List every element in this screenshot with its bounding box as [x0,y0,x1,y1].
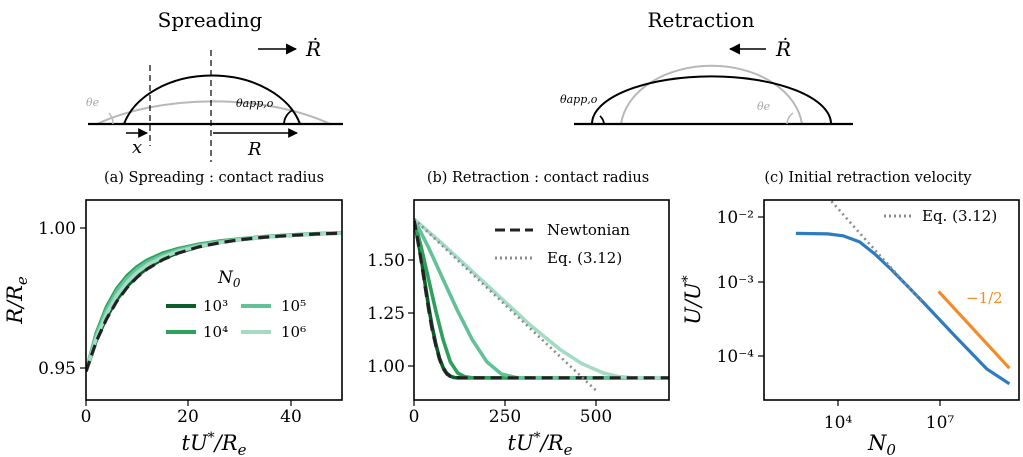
drop-cap [123,74,301,125]
panel-b-frame [413,199,670,401]
theta-e-label: θe [86,96,100,109]
drop-cap [591,75,832,125]
spreading-title: Spreading [158,8,263,32]
legend-label-eq: Eq. (3.12) [547,249,622,267]
panel-a-xlabel: tU*/Re [182,430,247,457]
panel-a-xtick-1: 20 [177,407,199,427]
theta-e-arc [108,112,114,125]
panel-c-ytick-0: 10⁻⁴ [717,347,755,367]
panel-b-plot [414,217,669,392]
legend-label-eq: Eq. (3.12) [922,207,997,225]
legend-label-1e5: 10⁵ [281,297,306,315]
panel-c-title: (c) Initial retraction velocity [764,170,972,186]
spreading-schematic: Spreading Ṙ x R θe θapp,o [86,8,343,162]
legend-label-1e3: 10³ [203,297,228,315]
c-plot-series-eq-3-12 [828,200,925,305]
theta-app-label: θapp,o [560,93,598,106]
b-plot-series-newtonian [414,218,669,380]
theta-e-label: θe [757,100,771,113]
b-plot-series-n1e6 [414,217,669,380]
panel-a-frame [85,199,343,401]
theta-app-arc [283,109,294,125]
panel-c-plot [795,200,1011,386]
spreading-velocity-label: Ṙ [305,37,321,61]
panel-b-xlabel: tU*/Re [508,430,573,457]
panel-a-ylabel: R/Re [3,276,31,325]
panel-a-xtick-2: 40 [280,407,302,427]
retraction-schematic: Retraction Ṙ θapp,o θe [560,8,853,126]
panel-b-xtick-1: 250 [489,407,521,427]
c-plot-series-velocity [795,231,1011,386]
legend-label-1e6: 10⁶ [281,323,306,341]
legend-label-newtonian: Newtonian [547,221,630,239]
equilibrium-cap [96,100,331,125]
b-plot-series-n1e5 [414,218,669,380]
panel-c-ylabel: U/U* [680,275,705,324]
equilibrium-cap [620,64,803,125]
c-plot-series-slope [937,290,1011,370]
panel-b-ytick-2: 1.50 [367,251,405,271]
x-label: x [132,137,142,158]
panel-a-ytick-0: 0.95 [38,359,76,379]
r-label: R [247,139,262,160]
slope-annotation: −1/2 [966,289,1003,307]
panel-b-title: (b) Retraction : contact radius [427,170,649,186]
panel-a-ytick-1: 1.00 [38,219,76,239]
panel-b-xtick-0: 0 [409,407,420,427]
panel-b-ytick-1: 1.25 [367,304,405,324]
panel-a-plot [86,231,342,372]
panel-a: (a) Spreading : contact radius 0 20 40 0… [3,170,343,457]
theta-app-label: θapp,o [236,97,274,110]
theta-app-arc [599,115,605,125]
panel-b-ytick-0: 1.00 [367,357,405,377]
panel-b-xtick-2: 500 [580,407,612,427]
panel-c-xtick-1: 10⁷ [926,413,955,433]
panel-c-xlabel: N0 [867,431,896,457]
panel-c-ytick-2: 10⁻² [717,208,754,228]
legend-title: N0 [217,268,241,290]
retraction-velocity-label: Ṙ [775,37,791,61]
a-plot-series-newtonian [86,231,342,372]
legend-label-1e4: 10⁴ [203,323,228,341]
theta-e-arc [786,112,794,125]
panel-c-xtick-0: 10⁴ [824,413,853,433]
panel-b: (b) Retraction : contact radius 0 250 50… [367,170,670,457]
retraction-title: Retraction [648,8,755,32]
panel-a-xtick-0: 0 [81,407,92,427]
panel-c-ytick-1: 10⁻³ [717,273,754,293]
panel-a-title: (a) Spreading : contact radius [104,170,324,186]
panel-c-frame [763,199,1020,401]
panel-c: (c) Initial retraction velocity 10⁴ 10⁷ … [680,170,1020,457]
